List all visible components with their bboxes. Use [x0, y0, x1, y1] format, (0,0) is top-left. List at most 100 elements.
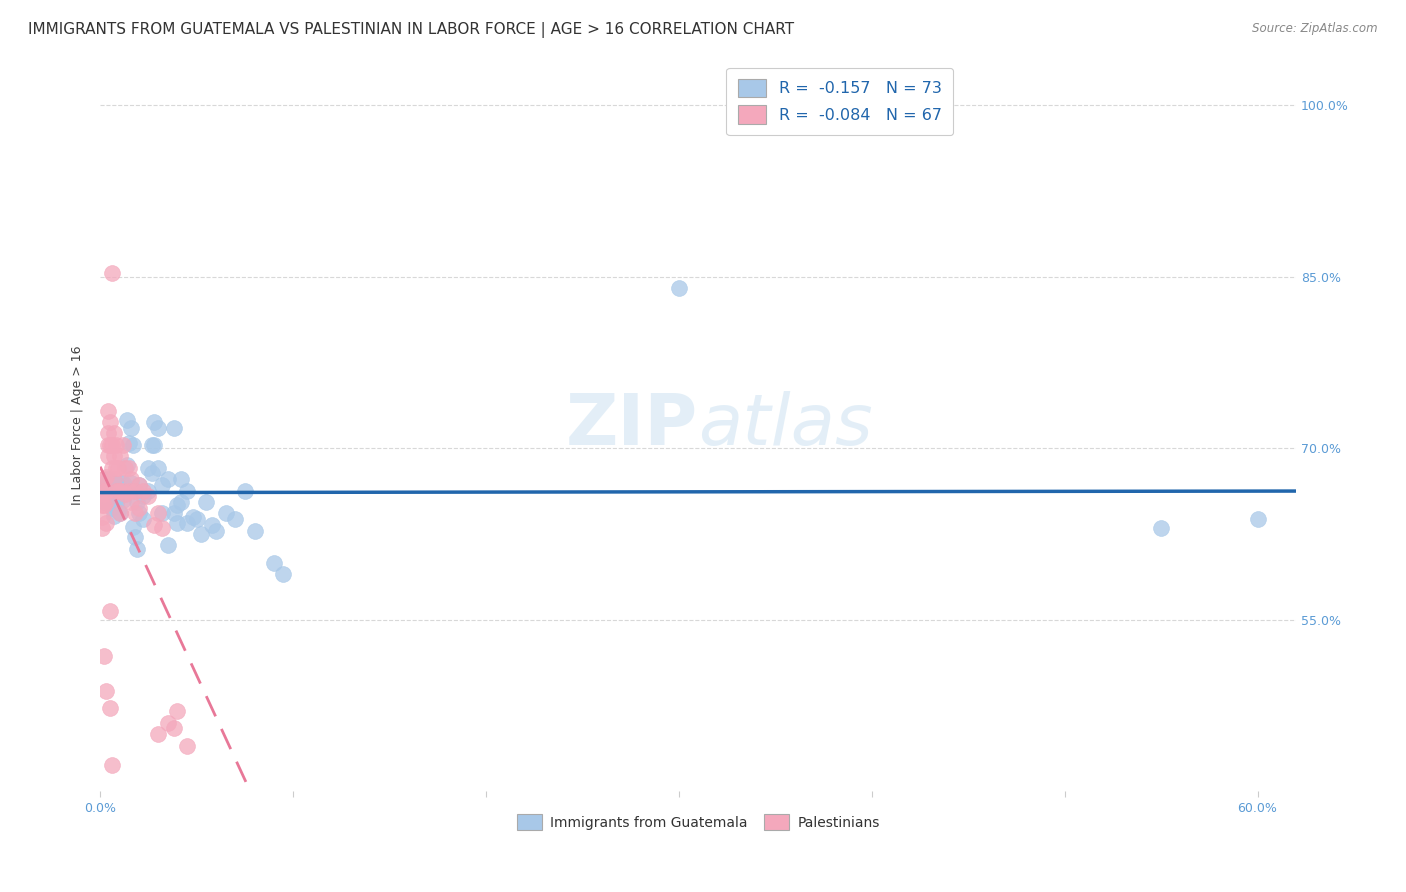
Point: [101, 500, 124, 515]
Point: [94, 495, 117, 509]
Point: [128, 478, 150, 492]
Point: [101, 460, 124, 475]
Point: [107, 460, 129, 475]
Point: [146, 727, 169, 741]
Point: [91, 521, 114, 535]
Text: IMMIGRANTS FROM GUATEMALA VS PALESTINIAN IN LABOR FORCE | AGE > 16 CORRELATION C: IMMIGRANTS FROM GUATEMALA VS PALESTINIAN…: [28, 22, 794, 38]
Point: [125, 541, 148, 556]
Point: [93, 499, 115, 513]
Point: [108, 507, 131, 521]
Point: [103, 475, 125, 490]
Point: [138, 460, 160, 475]
Point: [156, 539, 179, 553]
Point: [108, 489, 131, 503]
Point: [176, 483, 198, 498]
Point: [1246, 512, 1268, 526]
Point: [131, 483, 153, 498]
Point: [93, 649, 115, 664]
Point: [176, 516, 198, 530]
Point: [150, 521, 173, 535]
Point: [94, 516, 117, 530]
Point: [103, 472, 125, 486]
Point: [156, 472, 179, 486]
Point: [93, 495, 115, 509]
Point: [146, 421, 169, 435]
Point: [112, 438, 135, 452]
Point: [91, 499, 114, 513]
Text: Source: ZipAtlas.com: Source: ZipAtlas.com: [1253, 22, 1378, 36]
Point: [112, 475, 135, 490]
Point: [131, 512, 153, 526]
Point: [186, 512, 208, 526]
Point: [98, 489, 121, 503]
Point: [181, 509, 204, 524]
Point: [143, 517, 166, 532]
Point: [97, 403, 120, 417]
Point: [98, 415, 121, 429]
Point: [162, 507, 184, 521]
Point: [162, 722, 184, 736]
Point: [107, 483, 129, 498]
Point: [101, 438, 124, 452]
Point: [214, 507, 236, 521]
Point: [138, 483, 160, 498]
Point: [124, 483, 146, 498]
Point: [110, 484, 132, 499]
Point: [201, 517, 224, 532]
Point: [101, 475, 124, 490]
Point: [146, 460, 169, 475]
Point: [124, 531, 146, 545]
Point: [104, 496, 127, 510]
Point: [108, 483, 131, 498]
Point: [93, 481, 115, 495]
Point: [143, 415, 166, 429]
Point: [128, 507, 150, 521]
Text: atlas: atlas: [699, 391, 873, 460]
Point: [120, 421, 142, 435]
Point: [150, 507, 173, 521]
Point: [101, 266, 124, 280]
Point: [124, 483, 146, 498]
Point: [98, 604, 121, 618]
Point: [108, 450, 131, 464]
Point: [107, 478, 129, 492]
Point: [166, 516, 188, 530]
Point: [118, 481, 141, 495]
Point: [94, 478, 117, 492]
Point: [104, 438, 127, 452]
Point: [131, 489, 153, 503]
Point: [120, 475, 142, 490]
Point: [97, 438, 120, 452]
Point: [138, 489, 160, 503]
Point: [108, 507, 131, 521]
Point: [273, 567, 295, 582]
Point: [91, 509, 114, 524]
Point: [91, 487, 114, 501]
Point: [146, 507, 169, 521]
Y-axis label: In Labor Force | Age > 16: In Labor Force | Age > 16: [72, 346, 84, 505]
Point: [94, 470, 117, 484]
Point: [118, 435, 141, 450]
Point: [243, 524, 266, 538]
Point: [101, 758, 124, 772]
Point: [94, 491, 117, 506]
Point: [141, 438, 163, 452]
Point: [124, 507, 146, 521]
Point: [93, 487, 115, 501]
Point: [97, 426, 120, 441]
Legend: Immigrants from Guatemala, Palestinians: Immigrants from Guatemala, Palestinians: [510, 808, 886, 836]
Point: [141, 467, 163, 481]
Point: [122, 438, 145, 452]
Point: [115, 458, 138, 473]
Point: [91, 483, 114, 498]
Point: [114, 487, 136, 501]
Point: [98, 481, 121, 495]
Point: [1150, 521, 1173, 535]
Point: [170, 472, 193, 486]
Point: [114, 460, 136, 475]
Point: [170, 495, 193, 509]
Point: [112, 492, 135, 507]
Point: [103, 450, 125, 464]
Point: [104, 460, 127, 475]
Point: [98, 701, 121, 715]
